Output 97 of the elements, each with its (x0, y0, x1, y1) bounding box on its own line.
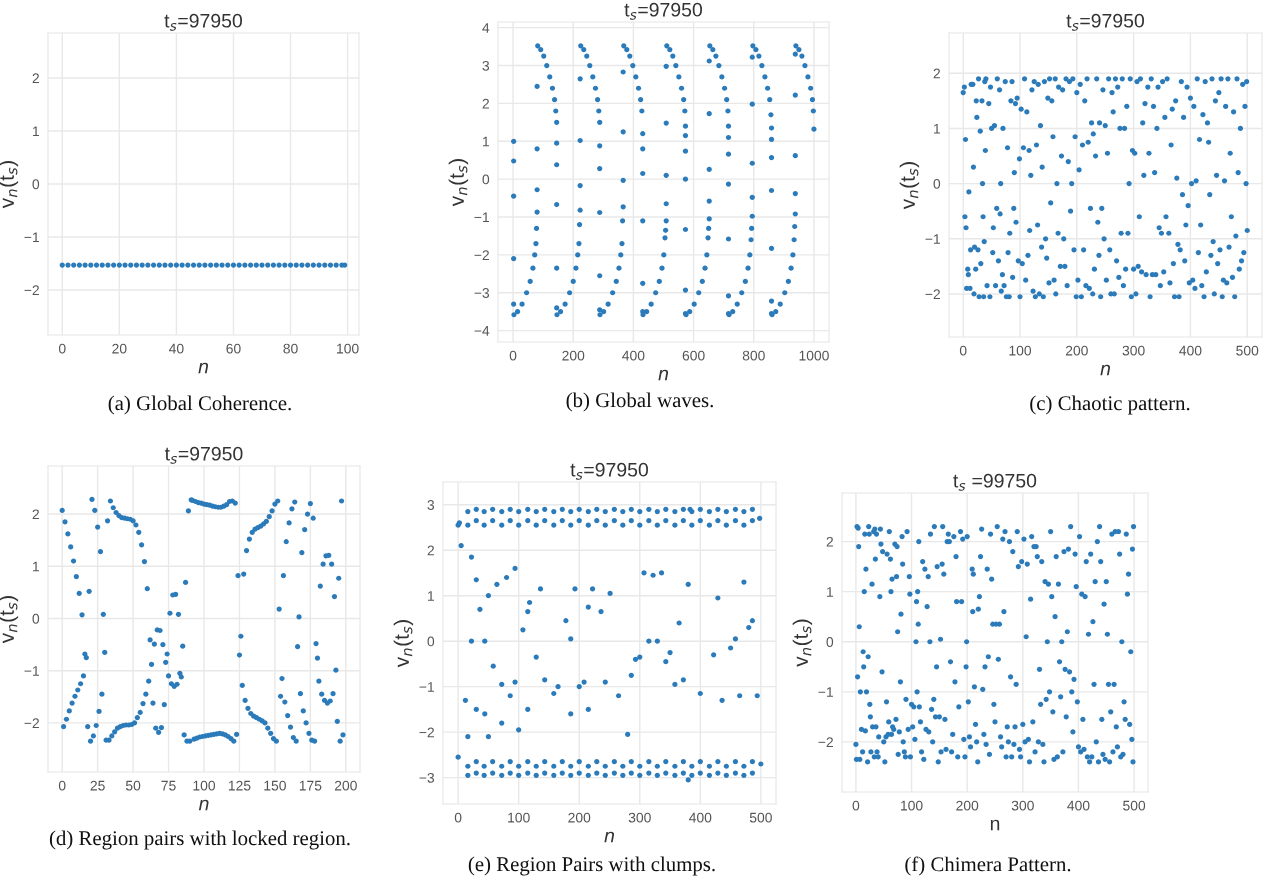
x-tick-label: 50 (125, 780, 141, 791)
x-tick-label: 300 (628, 812, 651, 823)
x-tick-label: 0 (959, 345, 967, 356)
x-tick-label: 150 (264, 780, 286, 791)
y-tick-label: 1 (827, 587, 833, 597)
x-tick-label: 100 (1009, 345, 1032, 356)
x-axis-title: n (990, 819, 1000, 831)
x-tick-label: 800 (742, 350, 765, 361)
x-tick-label: 60 (226, 343, 241, 354)
x-tick-label: 400 (689, 812, 712, 823)
y-tick-label: 2 (32, 509, 39, 520)
x-tick-label: 400 (622, 350, 645, 361)
y-tick-label: −1 (24, 666, 39, 676)
y-tick-label: −2 (24, 718, 39, 728)
y-tick-label: 0 (482, 174, 490, 185)
x-tick-label: 0 (454, 812, 462, 823)
x-tick-label: 100 (508, 812, 530, 823)
text: (e) Region Pairs with clumps. (468, 856, 715, 876)
x-axis-title: n (198, 799, 209, 811)
y-tick-label: 0 (32, 613, 40, 624)
y-tick-label: −3 (474, 288, 490, 298)
x-tick-label: 1000 (799, 350, 829, 361)
x-tick-label: 100 (193, 780, 216, 791)
x-tick-label: 40 (168, 343, 184, 354)
y-tick-label: −1 (818, 687, 833, 697)
x-tick-label: 400 (1067, 800, 1090, 811)
x-tick-label: 300 (1011, 800, 1034, 811)
y-tick-label: 3 (427, 500, 435, 510)
text: (a) Global Coherence. (108, 395, 291, 415)
text: (b) Global waves. (566, 392, 713, 412)
x-tick-label: 400 (1179, 345, 1202, 356)
y-tick-label: −1 (925, 234, 940, 244)
chart-title: t$_{s}$=97950 (164, 446, 243, 464)
y-tick-label: 3 (482, 60, 490, 71)
x-axis-title: n (198, 362, 209, 374)
y-tick-label: 0 (427, 636, 435, 647)
y-tick-label: −2 (925, 289, 940, 299)
y-tick-label: 0 (933, 178, 941, 189)
y-tick-label: 2 (427, 545, 434, 556)
x-tick-label: 200 (568, 812, 591, 823)
y-tick-label: −2 (419, 727, 434, 738)
x-tick-label: 600 (682, 350, 705, 361)
y-tick-label: 1 (483, 136, 489, 147)
x-tick-label: 25 (90, 780, 105, 791)
x-tick-label: 500 (749, 812, 772, 823)
y-tick-label: −2 (24, 285, 39, 295)
x-tick-label: 20 (112, 343, 127, 354)
text: (f) Chimera Pattern. (905, 856, 1071, 876)
y-tick-label: 0 (32, 179, 40, 190)
x-tick-label: 300 (1122, 345, 1145, 356)
x-tick-label: 500 (1123, 800, 1146, 811)
y-tick-label: 2 (826, 536, 833, 547)
y-tick-label: −3 (419, 772, 435, 783)
x-tick-label: 500 (1236, 345, 1259, 356)
y-tick-label: 2 (32, 73, 39, 84)
y-tick-label: −1 (419, 682, 434, 692)
y-tick-label: 1 (934, 123, 940, 134)
x-tick-label: 200 (334, 780, 357, 791)
y-tick-label: −4 (474, 326, 490, 336)
x-axis-title: n (604, 831, 615, 843)
y-tick-label: 1 (33, 126, 39, 137)
y-tick-label: −2 (818, 737, 833, 747)
x-tick-label: 100 (901, 800, 923, 811)
x-tick-label: 75 (161, 780, 176, 791)
y-axis-title: v$_{n}$(t$_{s}$) (393, 620, 414, 668)
y-tick-label: −1 (24, 232, 39, 243)
y-tick-label: 1 (33, 561, 39, 572)
x-tick-label: 0 (509, 350, 517, 361)
x-tick-label: 200 (956, 800, 979, 811)
x-tick-label: 0 (58, 343, 66, 354)
y-tick-label: 2 (933, 68, 940, 79)
y-tick-label: 2 (482, 98, 489, 109)
x-axis-title: n (658, 369, 669, 381)
y-axis-title: v$_{n}$(t$_{s}$) (899, 162, 920, 210)
y-tick-label: −2 (474, 250, 489, 260)
x-tick-label: 0 (852, 800, 860, 811)
y-tick-label: −1 (474, 212, 489, 223)
chart-title: t$_{s}$=97950 (570, 462, 648, 480)
chart-title: t$_{s}$=97950 (624, 2, 702, 20)
chart-title: t$_{s}$ =99750 (953, 473, 1037, 491)
x-tick-label: 0 (58, 780, 66, 791)
y-axis-title: v$_{n}$(t$_{s}$) (792, 619, 813, 667)
x-tick-label: 175 (299, 780, 322, 791)
chart-title: t$_{s}$=97950 (164, 13, 242, 31)
y-tick-label: 0 (826, 637, 834, 647)
text: (d) Region pairs with locked region. (49, 830, 350, 850)
x-tick-label: 200 (1065, 345, 1088, 356)
y-axis-title: v$_{n}$(t$_{s}$) (448, 159, 469, 207)
y-tick-label: 1 (428, 591, 434, 601)
x-tick-label: 80 (283, 343, 298, 354)
chart-title: t$_{s}$=97950 (1066, 13, 1144, 31)
text: (c) Chaotic pattern. (1030, 395, 1190, 415)
x-tick-label: 200 (562, 350, 585, 361)
x-tick-label: 100 (337, 343, 359, 354)
x-tick-label: 125 (228, 780, 251, 791)
y-tick-label: 4 (482, 23, 490, 33)
x-axis-title: n (1100, 364, 1111, 376)
